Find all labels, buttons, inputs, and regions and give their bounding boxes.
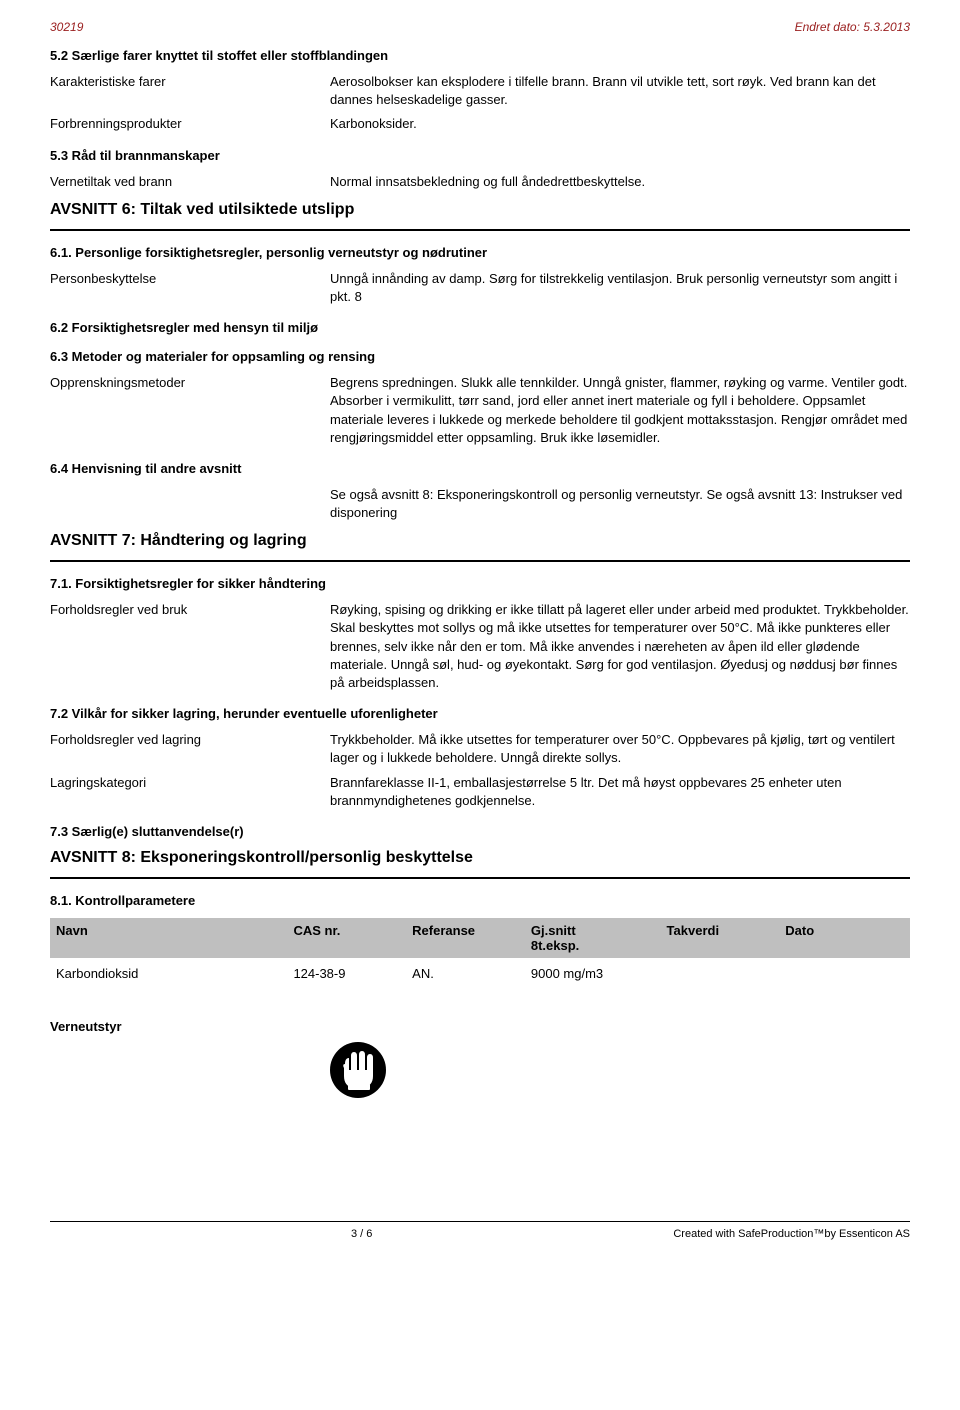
heading-7-2: 7.2 Vilkår for sikker lagring, herunder … [50, 706, 910, 721]
th-cas: CAS nr. [293, 923, 412, 953]
heading-6-3: 6.3 Metoder og materialer for oppsamling… [50, 349, 910, 364]
th-dato: Dato [785, 923, 904, 953]
th-name: Navn [56, 923, 293, 953]
heading-7-1: 7.1. Forsiktighetsregler for sikker hånd… [50, 576, 910, 591]
footer-right: Created with SafeProduction™by Essentico… [673, 1228, 910, 1240]
value-henvisning: Se også avsnitt 8: Eksponeringskontroll … [330, 486, 910, 522]
th-tak: Takverdi [667, 923, 786, 953]
table-row: Karbondioksid 124-38-9 AN. 9000 mg/m3 [50, 958, 910, 989]
td-cas: 124-38-9 [293, 966, 412, 981]
verneutstyr-label: Verneutstyr [50, 1019, 910, 1034]
td-dato [785, 966, 904, 981]
label-karakteristiske: Karakteristiske farer [50, 73, 330, 109]
row-personbeskyttelse: Personbeskyttelse Unngå innånding av dam… [50, 270, 910, 306]
label-henvisning-empty [50, 486, 330, 522]
avsnitt-7-title: AVSNITT 7: Håndtering og lagring [50, 532, 910, 550]
heading-8-1: 8.1. Kontrollparametere [50, 893, 910, 908]
heading-6-4: 6.4 Henvisning til andre avsnitt [50, 461, 910, 476]
rule-avsnitt-8 [50, 877, 910, 879]
rule-avsnitt-7 [50, 560, 910, 562]
td-tak [667, 966, 786, 981]
th-gj-line1: Gj.snitt [531, 923, 667, 938]
heading-6-2: 6.2 Forsiktighetsregler med hensyn til m… [50, 320, 910, 335]
row-forhold-lagring: Forholdsregler ved lagring Trykkbeholder… [50, 731, 910, 767]
row-henvisning: Se også avsnitt 8: Eksponeringskontroll … [50, 486, 910, 522]
table-header-row: Navn CAS nr. Referanse Gj.snitt 8t.eksp.… [50, 918, 910, 958]
heading-5-3: 5.3 Råd til brannmanskaper [50, 148, 910, 163]
gloves-icon [330, 1042, 910, 1101]
value-forbrenning: Karbonoksider. [330, 115, 910, 133]
label-opprenskning: Opprenskningsmetoder [50, 374, 330, 447]
value-vernetiltak: Normal innsatsbekledning og full åndedre… [330, 173, 910, 191]
top-bar: 30219 Endret dato: 5.3.2013 [50, 20, 910, 34]
row-karakteristiske: Karakteristiske farer Aerosolbokser kan … [50, 73, 910, 109]
label-personbeskyttelse: Personbeskyttelse [50, 270, 330, 306]
value-lagringskategori: Brannfareklasse II-1, emballasjestørrels… [330, 774, 910, 810]
label-vernetiltak: Vernetiltak ved brann [50, 173, 330, 191]
td-name: Karbondioksid [56, 966, 293, 981]
th-ref: Referanse [412, 923, 531, 953]
label-forhold-bruk: Forholdsregler ved bruk [50, 601, 330, 692]
doc-date: Endret dato: 5.3.2013 [795, 20, 910, 34]
row-lagringskategori: Lagringskategori Brannfareklasse II-1, e… [50, 774, 910, 810]
value-karakteristiske: Aerosolbokser kan eksplodere i tilfelle … [330, 73, 910, 109]
value-personbeskyttelse: Unngå innånding av damp. Sørg for tilstr… [330, 270, 910, 306]
avsnitt-8-title: AVSNITT 8: Eksponeringskontroll/personli… [50, 849, 910, 867]
heading-6-1: 6.1. Personlige forsiktighetsregler, per… [50, 245, 910, 260]
label-lagringskategori: Lagringskategori [50, 774, 330, 810]
row-vernetiltak: Vernetiltak ved brann Normal innsatsbekl… [50, 173, 910, 191]
label-forhold-lagring: Forholdsregler ved lagring [50, 731, 330, 767]
td-ref: AN. [412, 966, 531, 981]
value-forhold-lagring: Trykkbeholder. Må ikke utsettes for temp… [330, 731, 910, 767]
td-gj: 9000 mg/m3 [531, 966, 667, 981]
row-opprenskning: Opprenskningsmetoder Begrens spredningen… [50, 374, 910, 447]
heading-7-3: 7.3 Særlig(e) sluttanvendelse(r) [50, 824, 910, 839]
th-gj: Gj.snitt 8t.eksp. [531, 923, 667, 953]
control-param-table: Navn CAS nr. Referanse Gj.snitt 8t.eksp.… [50, 918, 910, 989]
rule-avsnitt-6 [50, 229, 910, 231]
doc-id: 30219 [50, 20, 83, 34]
heading-5-2: 5.2 Særlige farer knyttet til stoffet el… [50, 48, 910, 63]
avsnitt-6-title: AVSNITT 6: Tiltak ved utilsiktede utslip… [50, 201, 910, 219]
row-forhold-bruk: Forholdsregler ved bruk Røyking, spising… [50, 601, 910, 692]
value-forhold-bruk: Røyking, spising og drikking er ikke til… [330, 601, 910, 692]
label-forbrenning: Forbrenningsprodukter [50, 115, 330, 133]
footer-page: 3 / 6 [50, 1228, 673, 1240]
value-opprenskning: Begrens spredningen. Slukk alle tennkild… [330, 374, 910, 447]
th-gj-line2: 8t.eksp. [531, 938, 667, 953]
page-footer: 3 / 6 Created with SafeProduction™by Ess… [50, 1221, 910, 1240]
row-forbrenning: Forbrenningsprodukter Karbonoksider. [50, 115, 910, 133]
